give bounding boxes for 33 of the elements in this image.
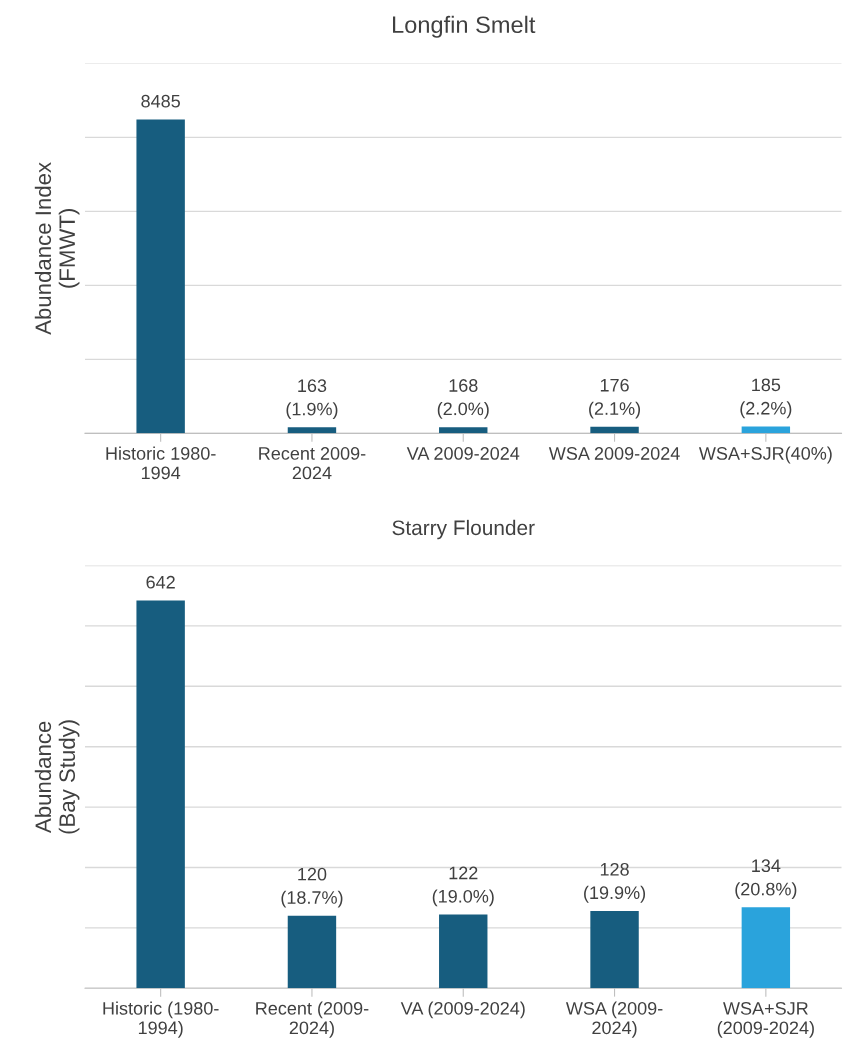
x-tick-label: Historic 1980- 1994 <box>106 446 216 480</box>
x-tick-label: WSA 2009-2024 <box>548 447 680 460</box>
bar <box>136 119 185 434</box>
x-tick-label: WSA+SJR (2009-2024) <box>717 1001 814 1038</box>
x-tick-label: WSA+SJR(40%) <box>698 446 832 464</box>
data-label: 128 (19.9%) <box>584 862 646 903</box>
x-tick-label: WSA (2009- 2024) <box>565 1001 663 1038</box>
data-label: 642 <box>146 575 175 589</box>
bar <box>741 907 791 989</box>
y-axis-title: Abundance (Bay Study) <box>34 720 80 834</box>
chart-title: Longfin Smelt <box>393 15 536 38</box>
bar <box>439 427 488 434</box>
bar <box>136 600 185 989</box>
chart-title: Starry Flounder <box>392 519 535 540</box>
data-label: 134 (20.8%) <box>735 859 797 900</box>
bar <box>590 910 639 989</box>
x-tick-label: Recent (2009- 2024) <box>256 1001 369 1038</box>
bar <box>439 914 488 989</box>
bar <box>287 915 337 989</box>
data-label: 122 (19.0%) <box>432 866 494 907</box>
x-tick-label: Historic (1980- 1994) <box>103 1001 219 1038</box>
data-label: 176 (2.1%) <box>589 378 641 419</box>
bar <box>590 426 639 434</box>
x-tick-label: VA (2009-2024) <box>400 1001 525 1019</box>
y-axis-title: Abundance Index (FMWT) <box>34 162 80 335</box>
x-tick-label: VA 2009-2024 <box>406 447 520 460</box>
x-tick-label: Recent 2009- 2024 <box>259 447 366 480</box>
data-label: 8485 <box>141 94 180 108</box>
data-label: 168 (2.0%) <box>437 379 489 419</box>
bar <box>287 427 337 434</box>
data-label: 120 (18.7%) <box>281 867 343 908</box>
data-label: 163 (1.9%) <box>286 379 338 419</box>
data-label: 185 (2.2%) <box>740 378 792 419</box>
